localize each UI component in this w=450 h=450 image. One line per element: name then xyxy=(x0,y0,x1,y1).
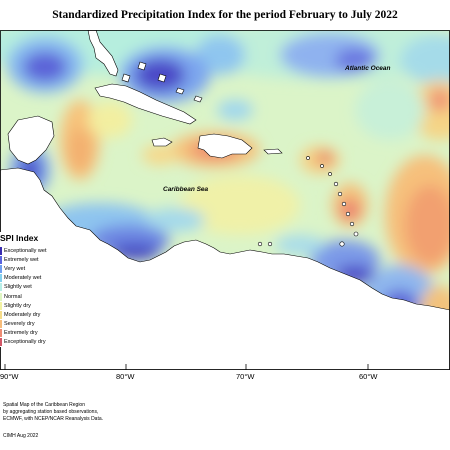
bahamas-island xyxy=(193,95,203,103)
legend-item: Moderately dry xyxy=(0,310,90,319)
legend-label: Moderately wet xyxy=(4,275,42,282)
puerto-rico-land xyxy=(263,148,283,155)
spi-map: Atlantic Ocean Caribbean Sea xyxy=(0,30,450,370)
bahamas-island xyxy=(175,87,185,95)
legend-label: Slightly dry xyxy=(4,302,31,309)
longitude-tick-90w: 90°W xyxy=(0,372,19,381)
antilles-island xyxy=(345,211,351,217)
antilles-island xyxy=(328,172,332,176)
legend-label: Severely dry xyxy=(4,321,35,328)
legend-swatch xyxy=(0,274,2,283)
legend-label: Exceptionally wet xyxy=(4,247,47,254)
spi-color-field xyxy=(0,30,450,345)
antilles-island xyxy=(349,221,355,227)
abc-island xyxy=(257,241,263,247)
legend-item: Exceptionally dry xyxy=(0,338,90,347)
antilles-island xyxy=(320,164,324,168)
legend-item: Slightly wet xyxy=(0,283,90,292)
legend-item: Moderately wet xyxy=(0,274,90,283)
legend-item: Extremely wet xyxy=(0,255,90,264)
legend-label: Extremely dry xyxy=(4,330,38,337)
abc-island xyxy=(267,241,273,247)
legend-swatch xyxy=(0,338,2,347)
legend-item: Exceptionally wet xyxy=(0,246,90,255)
jamaica-land xyxy=(151,137,173,147)
cuba-land xyxy=(94,83,197,125)
florida-land xyxy=(87,30,119,77)
legend-swatch xyxy=(0,246,2,255)
landmasses xyxy=(0,30,450,370)
legend-swatch xyxy=(0,292,2,301)
legend-swatch xyxy=(0,255,2,264)
legend-label: Normal xyxy=(4,293,22,300)
bahamas-island xyxy=(121,73,131,83)
footer-line-2: by aggregating station based observation… xyxy=(3,409,99,415)
footer-line-1: Spatial Map of the Caribbean Region xyxy=(3,402,85,408)
legend-title: SPI Index xyxy=(0,233,39,243)
map-title: Standardized Precipitation Index for the… xyxy=(52,9,398,21)
legend-item: Normal xyxy=(0,292,90,301)
antilles-island xyxy=(341,201,347,207)
legend-item: Severely dry xyxy=(0,320,90,329)
legend-item: Extremely dry xyxy=(0,329,90,338)
legend-item: Very wet xyxy=(0,264,90,273)
footer-credit: CIMH Aug 2022 xyxy=(3,433,39,439)
legend-swatch xyxy=(0,264,2,273)
longitude-tick-70w: 70°W xyxy=(236,372,255,381)
south-america-central-america-land xyxy=(0,167,450,370)
yucatan-land xyxy=(7,115,55,165)
legend-swatch xyxy=(0,310,2,319)
antilles-island xyxy=(353,231,359,237)
longitude-tick-60w: 60°W xyxy=(359,372,378,381)
hispaniola-land xyxy=(197,133,253,159)
trinidad-island xyxy=(339,241,345,247)
antilles-island xyxy=(337,191,343,197)
footer-line-3: ECMWF, with NCEP/NCAR Reanalysis Data. xyxy=(3,416,104,422)
legend-swatch xyxy=(0,283,2,292)
legend-label: Very wet xyxy=(4,265,26,272)
spi-legend: SPI Index Exceptionally wet Extremely wet… xyxy=(0,232,90,348)
atlantic-ocean-label: Atlantic Ocean xyxy=(344,65,391,72)
caribbean-sea-label: Caribbean Sea xyxy=(163,186,209,193)
legend-label: Extremely wet xyxy=(4,256,39,263)
legend-swatch xyxy=(0,329,2,338)
bahamas-island xyxy=(137,61,147,71)
antilles-island xyxy=(306,156,310,160)
bahamas-island xyxy=(157,73,167,83)
antilles-island xyxy=(333,181,339,187)
longitude-tick-80w: 80°W xyxy=(116,372,135,381)
legend-label: Exceptionally dry xyxy=(4,339,46,346)
legend-label: Moderately dry xyxy=(4,311,41,318)
legend-item: Slightly dry xyxy=(0,301,90,310)
legend-label: Slightly wet xyxy=(4,284,32,291)
legend-swatch xyxy=(0,320,2,329)
legend-swatch xyxy=(0,301,2,310)
